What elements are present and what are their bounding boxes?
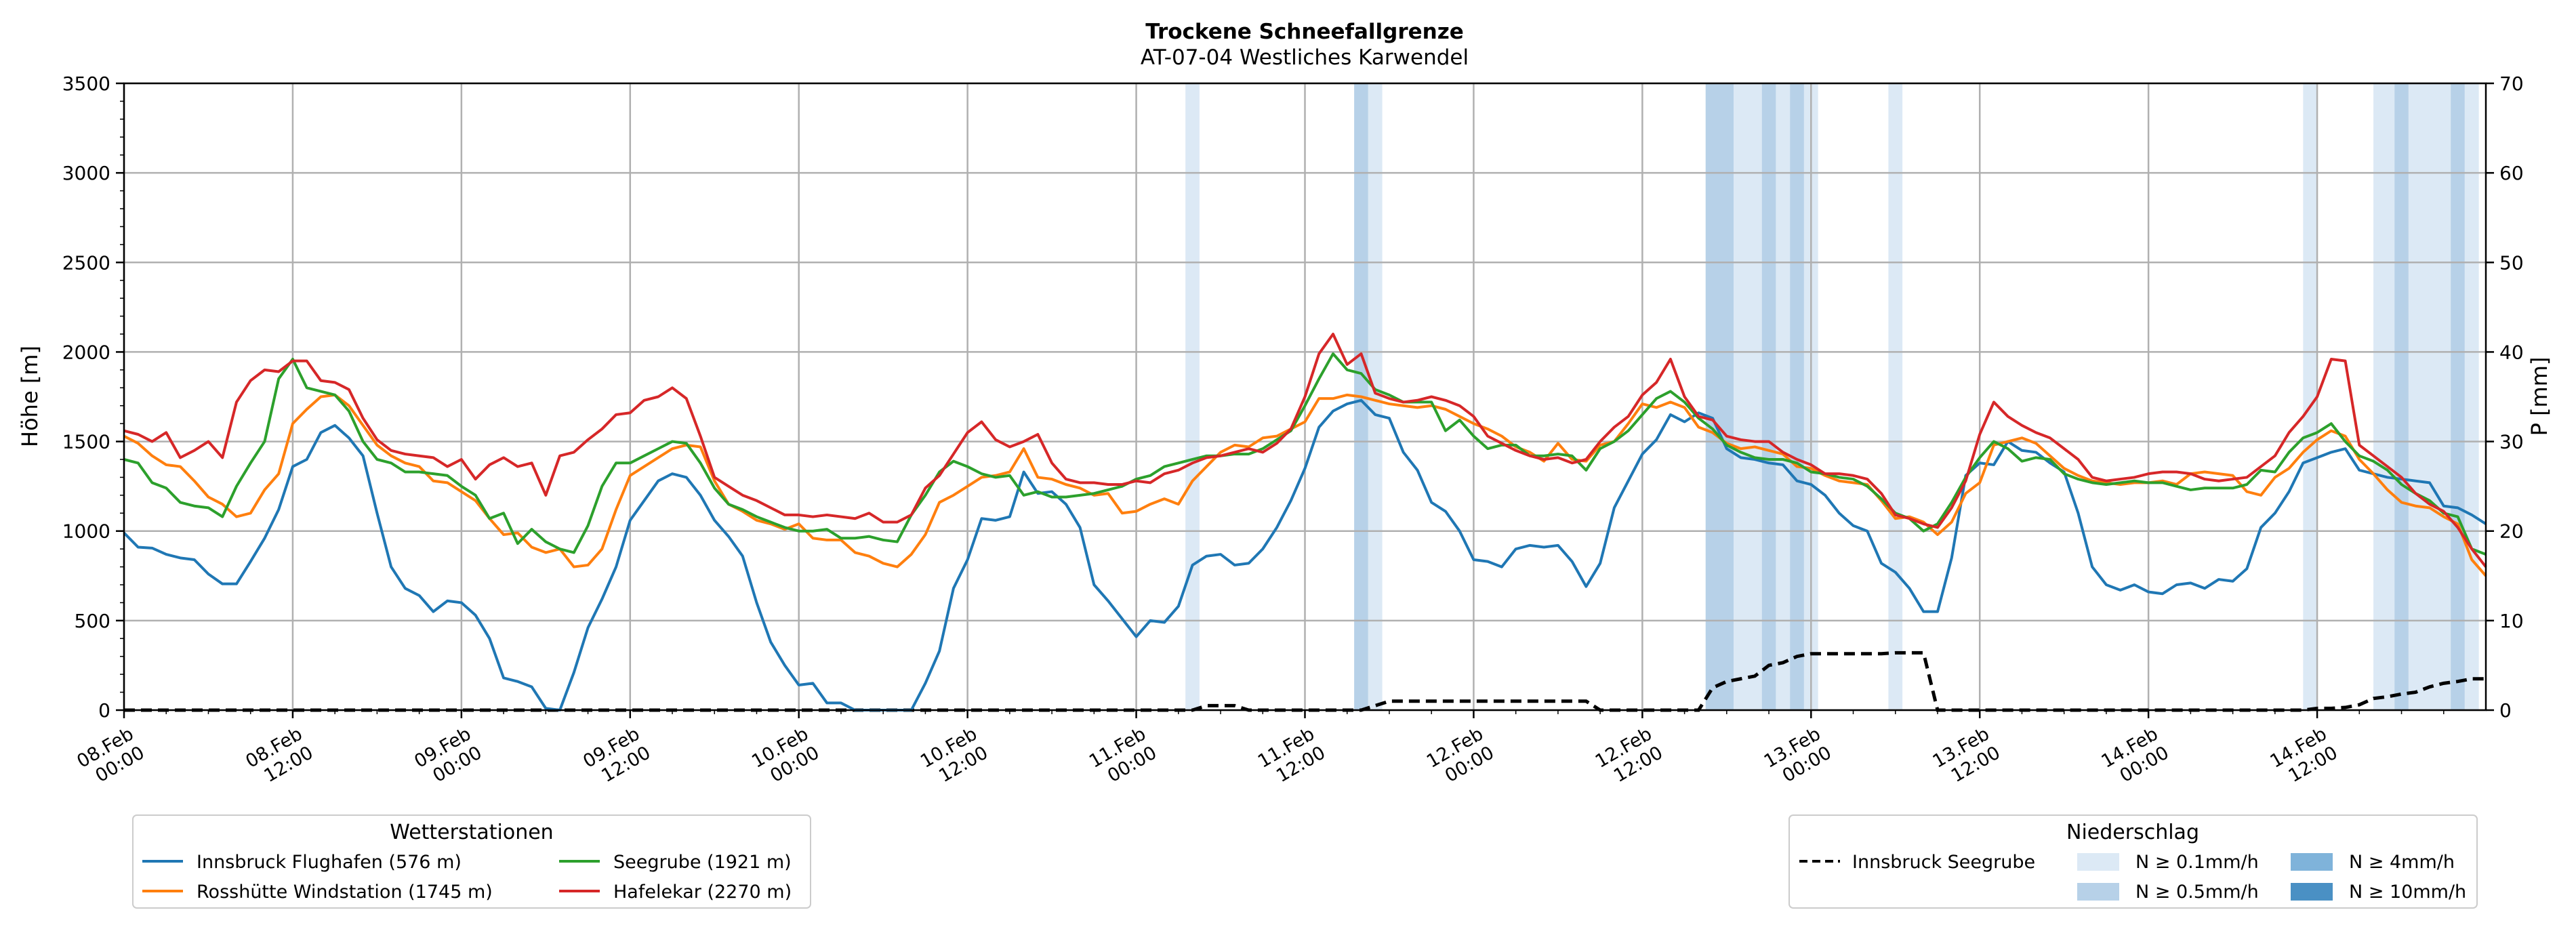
legend-stations-title: Wetterstationen [390,821,553,844]
y-tick-label-2: 1000 [62,520,110,543]
series-line-2 [123,352,2487,556]
precip-band-14 [2451,83,2465,710]
y2-tick-label-7: 70 [2499,73,2524,95]
legend-level-label-0: N ≥ 0.1mm/h [2135,852,2259,873]
legend-precip-line-label: Innsbruck Seegrube [1852,852,2035,873]
legend-level-label-1: N ≥ 0.5mm/h [2135,882,2259,903]
y-tick-label-7: 3500 [62,73,110,95]
legend-precip-title: Niederschlag [2066,821,2199,844]
y2-tick-label-3: 30 [2499,431,2524,453]
precip-band-13 [2408,83,2451,710]
series-line-1 [123,393,2487,577]
precip-band-3 [1705,83,1734,710]
y-tick-label-5: 2500 [62,251,110,274]
precip-band-10 [2303,83,2318,710]
chart-title: Trockene Schneefallgrenze [1145,20,1464,44]
precip-band-12 [2394,83,2409,710]
legend-label-2: Seegrube (1921 m) [613,852,792,873]
series-line-0 [123,398,2487,711]
legend-label-1: Rosshütte Windstation (1745 m) [197,882,493,903]
legend-level-label-2: N ≥ 4mm/h [2349,852,2455,873]
series-layer [123,333,2487,711]
precip-band-5 [1761,83,1776,710]
y-axis: 0 500 1000 1500 2000 2500 3000 3500 [62,73,124,722]
y-tick-label-6: 3000 [62,162,110,184]
legend-stations: Wetterstationen Innsbruck Flughafen (576… [132,814,811,909]
y2-tick-label-5: 50 [2499,251,2524,274]
y-tick-label-4: 2000 [62,341,110,363]
y-tick-label-3: 1500 [62,431,110,453]
legend-level-label-3: N ≥ 10mm/h [2349,882,2466,903]
legend-level-swatch-3 [2291,883,2333,901]
precip-band-9 [1888,83,1903,710]
y2-tick-label-6: 60 [2499,162,2524,184]
y-axis-label: Höhe [m] [17,346,43,447]
y2-tick-label-0: 0 [2499,699,2512,722]
precip-band-4 [1734,83,1762,710]
y2-axis-label: P [mm] [2527,357,2552,436]
precip-band-7 [1790,83,1804,710]
precip-band-2 [1368,83,1383,710]
y2-tick-label-4: 40 [2499,341,2524,363]
legend-level-swatch-2 [2291,853,2333,871]
precip-band-6 [1776,83,1791,710]
y2-tick-label-2: 20 [2499,520,2524,543]
legend-level-swatch-0 [2077,853,2119,871]
precip-band-15 [2464,83,2479,710]
legend-label-0: Innsbruck Flughafen (576 m) [197,852,462,873]
precip-series-line [124,651,2486,712]
precip-line-layer [124,651,2486,712]
y-tick-label-1: 500 [75,610,110,632]
precip-band-11 [2373,83,2395,710]
precip-band-0 [1185,83,1200,710]
y2-axis: 0 10 20 30 40 50 60 70 [2486,73,2524,722]
legend-label-3: Hafelekar (2270 m) [613,882,792,903]
y-tick-label-0: 0 [98,699,110,722]
legend-level-swatch-1 [2077,883,2119,901]
precip-bands [1185,83,2479,710]
series-line-3 [123,333,2487,568]
legend-precip: Niederschlag Innsbruck Seegrube N ≥ 0.1m… [1788,814,2478,909]
y2-tick-label-1: 10 [2499,610,2524,632]
chart-subtitle: AT-07-04 Westliches Karwendel [1141,45,1469,70]
